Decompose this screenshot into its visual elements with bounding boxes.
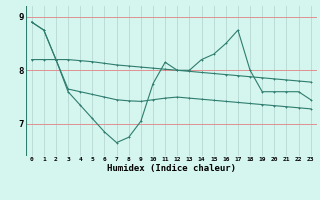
X-axis label: Humidex (Indice chaleur): Humidex (Indice chaleur) [107,164,236,173]
